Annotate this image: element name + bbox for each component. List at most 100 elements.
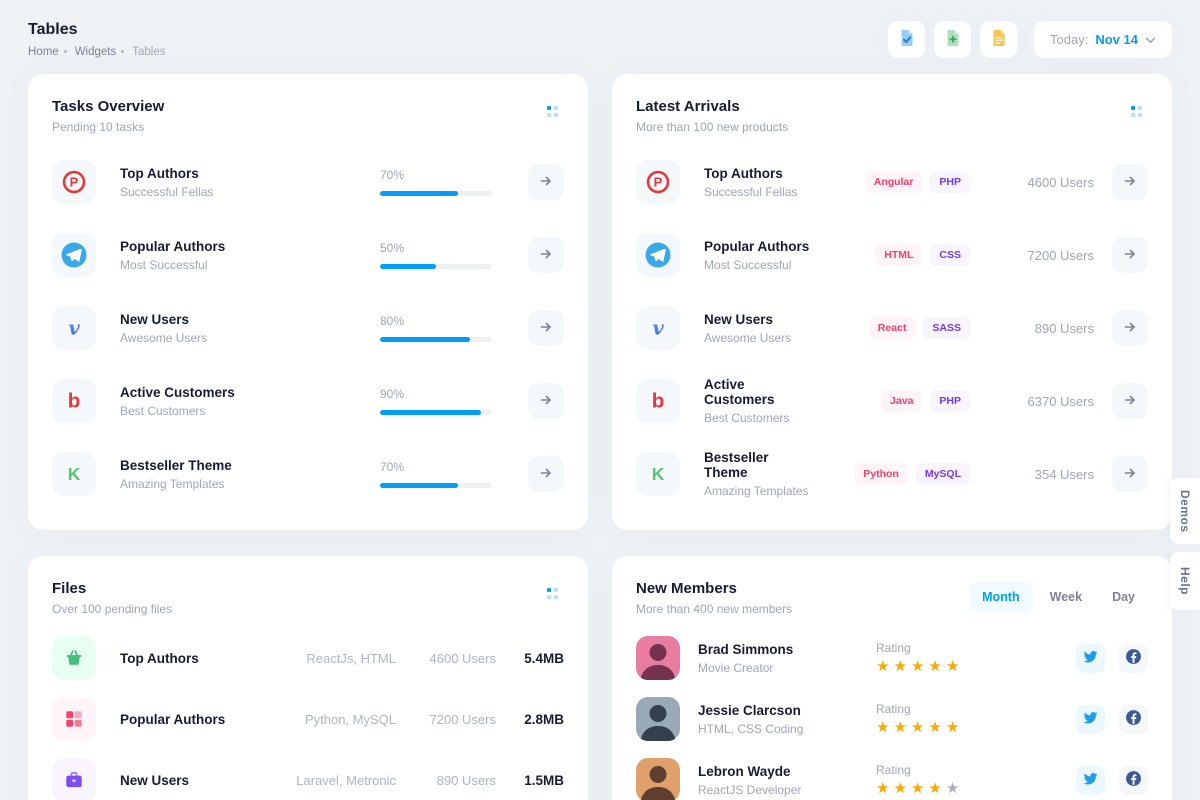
arrival-subtitle: Best Customers: [704, 411, 790, 425]
twitter-button[interactable]: [1076, 704, 1105, 734]
member-name: Lebron Wayde: [698, 763, 791, 779]
twitter-button[interactable]: [1076, 643, 1105, 673]
star-filled-icon: ★: [928, 718, 946, 736]
arrival-row: b Active Customers Best Customers Java P…: [636, 377, 1148, 425]
facebook-button[interactable]: [1119, 765, 1148, 795]
period-tabs: Month Week Day: [969, 582, 1148, 612]
row-arrow-button[interactable]: [1112, 237, 1148, 273]
facebook-button[interactable]: [1119, 643, 1148, 673]
file-size: 5.4MB: [524, 650, 564, 666]
svg-text:P: P: [70, 175, 79, 190]
facebook-icon: [1125, 770, 1142, 790]
twitter-icon: [1083, 710, 1098, 728]
star-filled-icon: ★: [876, 718, 894, 736]
facebook-icon: [1125, 709, 1142, 729]
task-row: K Bestseller Theme Amazing Templates 70%: [52, 452, 564, 496]
row-arrow-button[interactable]: [528, 383, 564, 419]
producthunt-icon: P: [636, 160, 680, 204]
row-arrow-button[interactable]: [1112, 164, 1148, 200]
card-title: Tasks Overview: [52, 98, 165, 115]
member-row: Jessie Clarcson HTML, CSS Coding Rating …: [636, 697, 1148, 741]
side-tabs: Demos Help: [1170, 478, 1200, 610]
tag-badge-purple: SASS: [923, 317, 970, 339]
grid-dots-icon: [1131, 106, 1142, 117]
tech-tags: React SASS: [812, 317, 970, 339]
breadcrumb-home[interactable]: Home: [28, 45, 59, 58]
member-rating: Rating ★★★★★: [876, 641, 1076, 676]
star-filled-icon: ★: [893, 779, 911, 797]
task-title: Popular Authors: [120, 238, 226, 254]
breadcrumb-widgets[interactable]: Widgets: [74, 45, 117, 58]
progress-bar: [380, 410, 492, 415]
task-title: Bestseller Theme: [120, 457, 232, 473]
arrow-right-icon: [1123, 393, 1137, 410]
users-count: 354 Users: [1034, 466, 1094, 482]
cards-grid: Tasks Overview Pending 10 tasks P Top Au…: [28, 74, 1172, 800]
progress-bar-fill: [380, 337, 470, 342]
add-document-icon: [943, 28, 963, 51]
row-arrow-button[interactable]: [528, 164, 564, 200]
period-tab[interactable]: Month: [969, 582, 1033, 612]
users-count: 4600 Users: [1027, 174, 1094, 190]
row-arrow-button[interactable]: [528, 456, 564, 492]
telegram-icon: [52, 233, 96, 277]
add-document-button[interactable]: [934, 20, 972, 58]
task-progress: 70%: [380, 460, 492, 488]
file-tech: Python, MySQL: [304, 711, 396, 727]
arrow-right-icon: [1123, 174, 1137, 191]
arrivals-card-header: Latest Arrivals More than 100 new produc…: [636, 98, 1148, 134]
arrow-right-icon: [539, 247, 553, 264]
row-arrow-button[interactable]: [1112, 310, 1148, 346]
star-filled-icon: ★: [893, 657, 911, 675]
star-rating: ★★★★★: [876, 780, 1076, 798]
members-list: Brad Simmons Movie Creator Rating ★★★★★: [636, 636, 1148, 800]
arrival-title: New Users: [704, 311, 774, 327]
arrow-right-icon: [1123, 320, 1137, 337]
row-arrow-button[interactable]: [528, 237, 564, 273]
tag-badge-red: Angular: [864, 171, 923, 193]
chevron-down-icon: [1145, 32, 1156, 47]
latest-arrivals-card: Latest Arrivals More than 100 new produc…: [612, 74, 1172, 530]
tag-badge-purple: PHP: [930, 390, 970, 412]
help-side-tab[interactable]: Help: [1170, 552, 1200, 610]
lines-document-button[interactable]: [980, 20, 1018, 58]
new-members-card: New Members More than 400 new members Mo…: [612, 556, 1172, 800]
arrival-title: Popular Authors: [704, 238, 810, 254]
arrival-subtitle: Awesome Users: [704, 330, 792, 345]
twitter-button[interactable]: [1076, 765, 1105, 795]
arrival-row: v New Users Awesome Users React SASS 890…: [636, 306, 1148, 350]
arrivals-list: P Top Authors Successful Fellas Angular …: [636, 160, 1148, 498]
row-arrow-button[interactable]: [1112, 383, 1148, 419]
date-filter-button[interactable]: Today: Nov 14: [1034, 20, 1172, 58]
tag-badge-red: HTML: [875, 244, 923, 266]
twitter-icon: [1083, 649, 1098, 667]
row-arrow-button[interactable]: [528, 310, 564, 346]
bebo-icon: b: [636, 379, 680, 423]
period-tab[interactable]: Day: [1099, 582, 1148, 612]
arrow-right-icon: [539, 393, 553, 410]
facebook-icon: [1125, 648, 1142, 668]
period-tab[interactable]: Week: [1037, 582, 1095, 612]
tasks-card-header: Tasks Overview Pending 10 tasks: [52, 98, 564, 134]
star-rating: ★★★★★: [876, 719, 1076, 737]
tag-badge-red: Python: [854, 463, 908, 485]
facebook-button[interactable]: [1119, 704, 1148, 734]
demos-side-tab[interactable]: Demos: [1170, 478, 1200, 544]
topbar-actions: Today: Nov 14: [888, 20, 1172, 58]
member-row: Brad Simmons Movie Creator Rating ★★★★★: [636, 636, 1148, 680]
card-menu-button[interactable]: [541, 582, 564, 605]
member-rating: Rating ★★★★★: [876, 763, 1076, 798]
tech-tags: Python MySQL: [812, 463, 970, 485]
card-menu-button[interactable]: [541, 100, 564, 123]
task-title: Top Authors: [120, 165, 199, 181]
star-filled-icon: ★: [876, 657, 894, 675]
card-menu-button[interactable]: [1125, 100, 1148, 123]
row-arrow-button[interactable]: [1112, 456, 1148, 492]
arrow-right-icon: [539, 466, 553, 483]
squares-icon: [52, 697, 96, 741]
topbar-left: Tables Home Widgets Tables: [28, 21, 165, 58]
check-document-button[interactable]: [888, 20, 926, 58]
member-role: HTML, CSS Coding: [698, 721, 804, 736]
breadcrumb-separator-icon: [121, 50, 125, 53]
